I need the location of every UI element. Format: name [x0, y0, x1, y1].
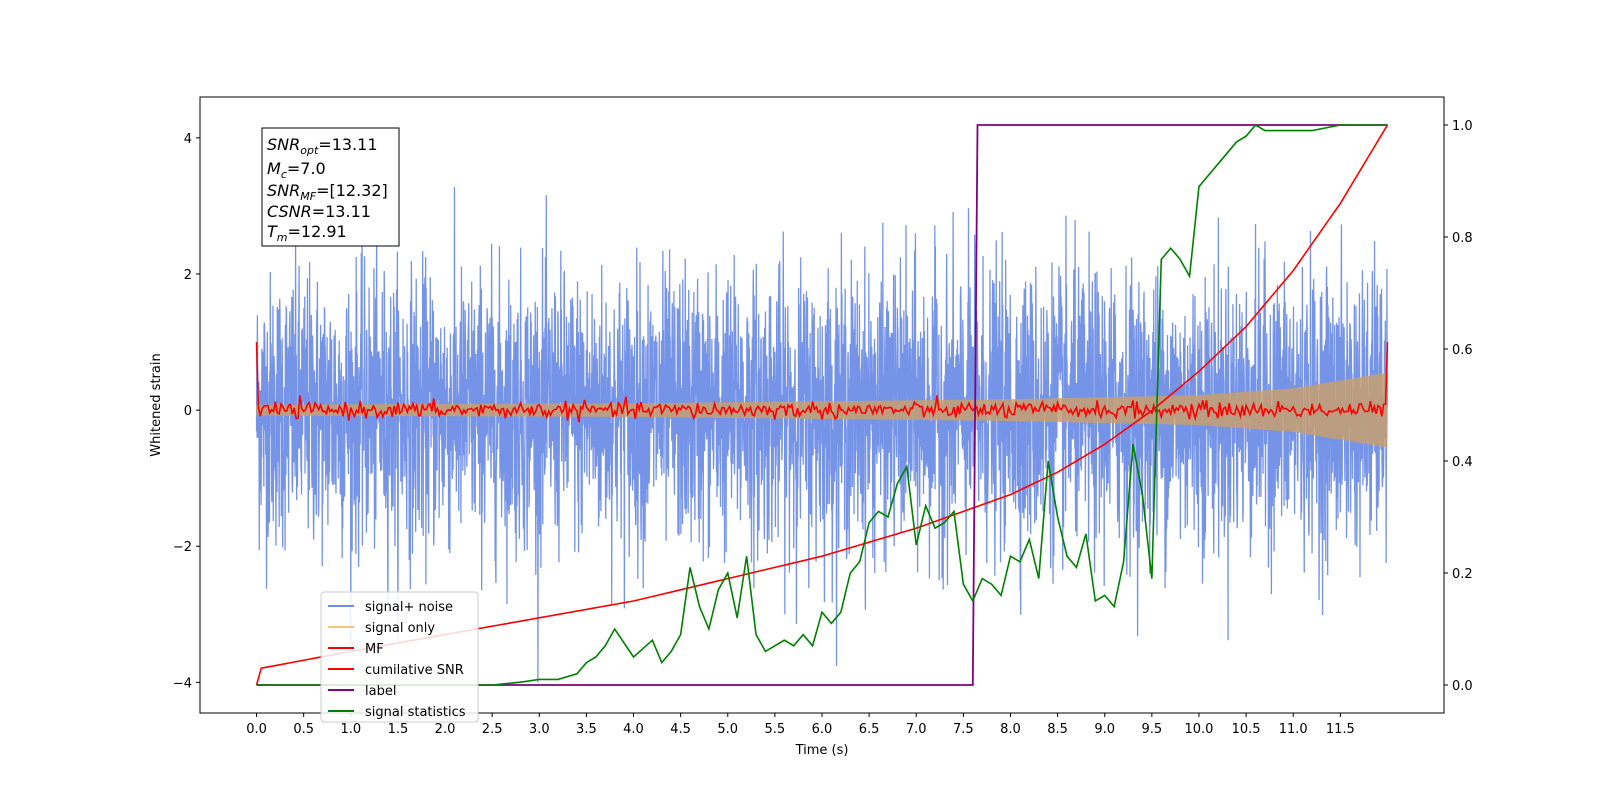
x-tick-label: 3.0 [529, 722, 550, 737]
x-tick-label: 2.5 [482, 722, 503, 737]
y2-tick-label: 0.4 [1452, 455, 1473, 470]
x-tick-label: 0.0 [246, 722, 267, 737]
x-tick-label: 9.0 [1094, 722, 1115, 737]
x-tick-label: 2.0 [435, 722, 456, 737]
annotation-snr-opt: SNRopt=13.11 [267, 135, 378, 157]
x-tick-label: 6.0 [812, 722, 833, 737]
x-tick-label: 5.0 [717, 722, 738, 737]
legend-entry: signal statistics [365, 705, 466, 720]
x-tick-label: 0.5 [293, 722, 314, 737]
annotation-snr-mf: SNRMF=[12.32] [267, 181, 388, 203]
legend-box [320, 591, 479, 723]
x-tick-label: 10.5 [1232, 722, 1261, 737]
annotation-mc: Mc=7.0 [267, 159, 326, 181]
legend-entry: signal+ noise [365, 600, 453, 615]
legend-entry: label [365, 684, 396, 699]
annotation-tm: Tm=12.91 [267, 222, 347, 244]
series-mf [255, 342, 1389, 423]
legend-entry: signal only [365, 621, 435, 636]
y-tick-label: 4 [184, 132, 192, 147]
x-tick-label: 11.0 [1279, 722, 1308, 737]
x-tick-label: 7.5 [953, 722, 974, 737]
legend-entry: MF [365, 642, 384, 657]
y2-tick-label: 0.0 [1452, 679, 1473, 694]
x-tick-label: 7.0 [906, 722, 927, 737]
x-tick-label: 4.0 [623, 722, 644, 737]
x-tick-label: 1.0 [340, 722, 361, 737]
x-tick-label: 5.5 [765, 722, 786, 737]
y-tick-label: −2 [173, 540, 192, 555]
x-tick-label: 9.5 [1142, 722, 1163, 737]
y-tick-label: 0 [184, 404, 192, 419]
y2-tick-label: 0.2 [1452, 567, 1473, 582]
series-label [256, 124, 1388, 686]
series-signal-only [255, 372, 1389, 448]
y2-tick-label: 1.0 [1452, 119, 1473, 134]
axes-ticks: 0.0 0.5 1.0 1.5 2.0 2.5 3.0 3.5 4.0 4.5 5.0 5.5 6.0 6… [173, 119, 1473, 737]
x-tick-label: 8.0 [1000, 722, 1021, 737]
legend-entry: cumilative SNR [365, 663, 464, 678]
x-tick-label: 4.5 [670, 722, 691, 737]
x-tick-label: 1.5 [388, 722, 409, 737]
y2-tick-label: 0.6 [1452, 343, 1473, 358]
x-tick-label: 10.0 [1184, 722, 1213, 737]
y-tick-label: −4 [173, 676, 192, 691]
legend: signal+ noise signal only MF cumilative SNR… [320, 591, 479, 723]
x-axis-label: Time (s) [795, 743, 849, 758]
y-tick-label: 2 [184, 268, 192, 283]
x-tick-label: 11.5 [1326, 722, 1355, 737]
stats-annotation: SNRopt=13.11 Mc=7.0 SNRMF=[12.32] CSNR=1… [261, 127, 400, 247]
series-signal-statistics [256, 123, 1388, 686]
y2-tick-label: 0.8 [1452, 231, 1473, 246]
x-tick-label: 3.5 [576, 722, 597, 737]
x-tick-label: 6.5 [859, 722, 880, 737]
annotation-box [261, 127, 400, 247]
y-axis-label: Whitened strain [149, 353, 164, 456]
x-tick-label: 8.5 [1047, 722, 1068, 737]
annotation-csnr: CSNR=13.11 [267, 202, 371, 221]
